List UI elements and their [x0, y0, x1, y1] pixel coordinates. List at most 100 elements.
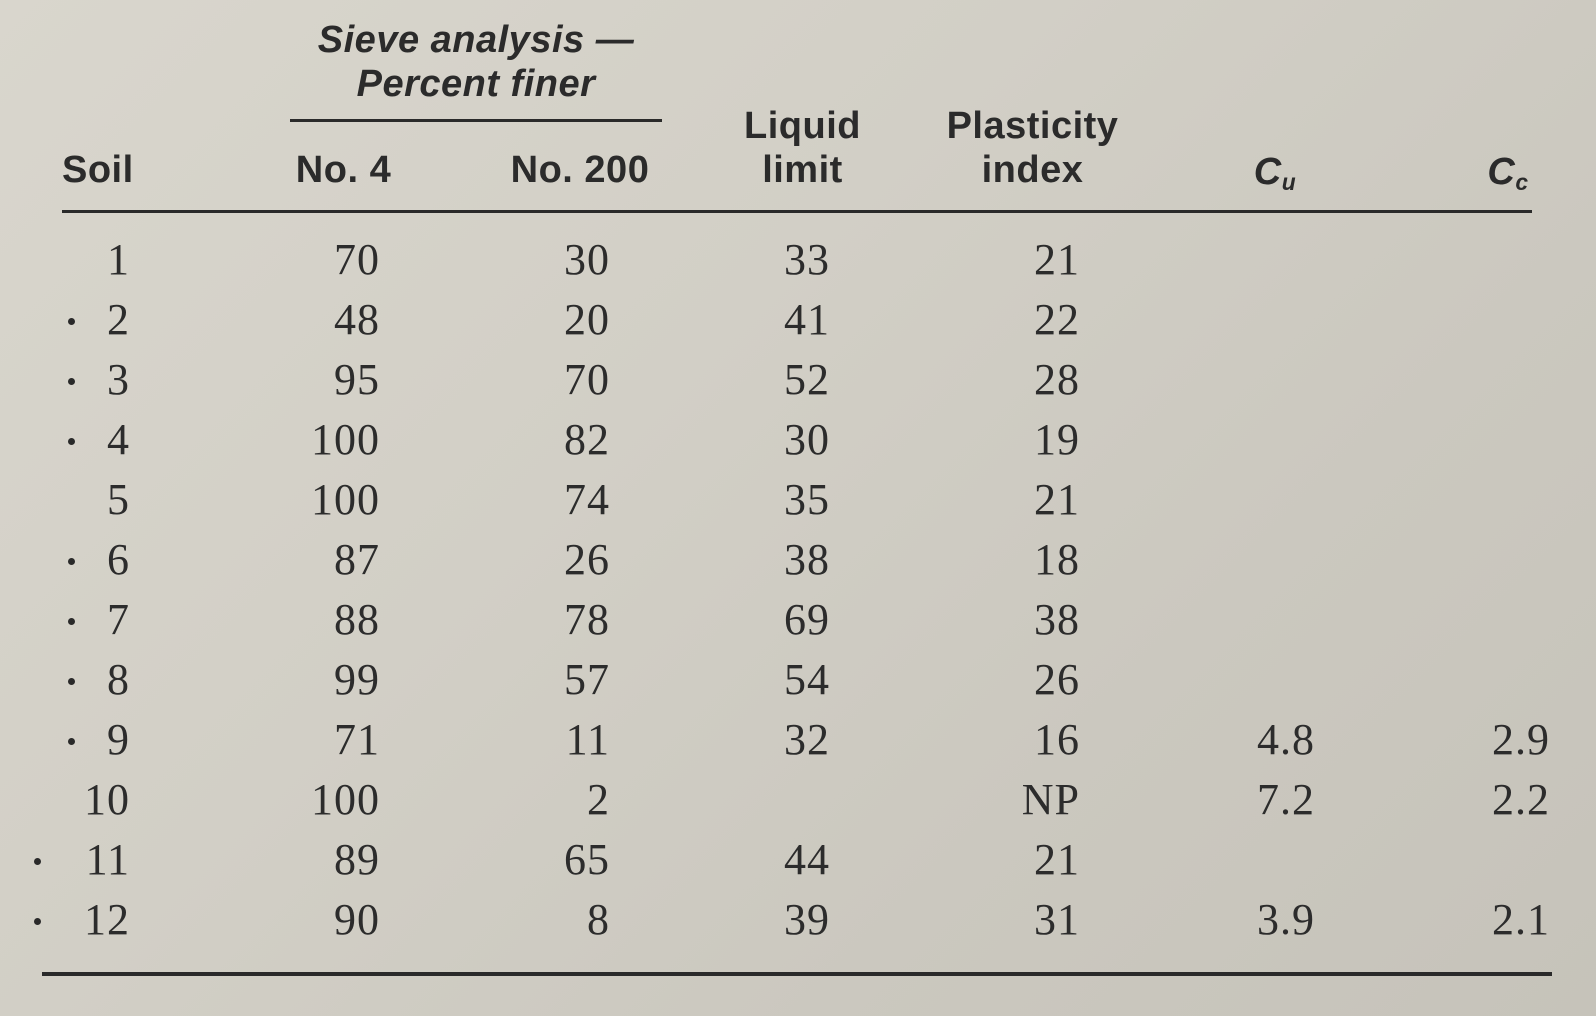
sieve-analysis-group-header: Sieve analysis — Percent finer — [290, 18, 662, 106]
plasticity-index-cell: 19 — [1034, 415, 1080, 464]
uniformity-coefficient-cell: 7.2 — [1257, 775, 1315, 824]
plasticity-index-cell: 21 — [1034, 835, 1080, 884]
plasticity-index-cell: 16 — [1034, 715, 1080, 764]
percent-finer-no200-cell: 8 — [587, 895, 610, 944]
column-header-no200: No. 200 — [510, 149, 650, 191]
percent-finer-no200-cell: 30 — [564, 235, 610, 284]
soil-number-cell: 2 — [107, 295, 130, 344]
soil-number-cell: 9 — [107, 715, 130, 764]
percent-finer-no200-cell: 78 — [564, 595, 610, 644]
plasticity-index-cell: 38 — [1034, 595, 1080, 644]
table-bottom-rule — [42, 972, 1552, 976]
plasticity-index-cell: 22 — [1034, 295, 1080, 344]
percent-finer-no200-cell: 82 — [564, 415, 610, 464]
percent-finer-no4-cell: 70 — [334, 235, 380, 284]
percent-finer-no200-cell: 57 — [564, 655, 610, 704]
percent-finer-no200-cell: 2 — [587, 775, 610, 824]
group-header-underline — [290, 119, 662, 122]
liquid-limit-cell — [760, 770, 830, 830]
uniformity-coefficient-cell — [1240, 290, 1315, 350]
handwritten-dot-mark — [34, 858, 41, 865]
plasticity-index-cell: 28 — [1034, 355, 1080, 404]
percent-finer-no4-cell: 48 — [334, 295, 380, 344]
percent-finer-no4-cell: 88 — [334, 595, 380, 644]
column-header-plasticity-index: Plasticity index — [930, 104, 1135, 192]
soil-number-cell: 4 — [107, 415, 130, 464]
plasticity-index-line1: Plasticity — [946, 105, 1119, 147]
percent-finer-no4-cell: 99 — [334, 655, 380, 704]
sieve-analysis-title: Sieve analysis — — [317, 19, 635, 61]
soil-number-cell: 5 — [107, 475, 130, 524]
handwritten-dot-mark — [68, 438, 75, 445]
uniformity-coefficient-cell — [1240, 410, 1315, 470]
percent-finer-no200-cell: 20 — [564, 295, 610, 344]
curvature-coefficient-cell — [1470, 590, 1550, 650]
uniformity-coefficient-cell — [1240, 830, 1315, 890]
percent-finer-no4-cell: 90 — [334, 895, 380, 944]
plasticity-index-cell: 31 — [1034, 895, 1080, 944]
uniformity-coefficient-cell: 4.8 — [1257, 715, 1315, 764]
handwritten-dot-mark — [68, 318, 75, 325]
cu-main: C — [1253, 151, 1282, 193]
liquid-limit-line2: limit — [762, 149, 843, 191]
soil-number-cell: 6 — [107, 535, 130, 584]
uniformity-coefficient-cell — [1240, 590, 1315, 650]
percent-finer-no4-cell: 71 — [334, 715, 380, 764]
percent-finer-no4-cell: 100 — [311, 415, 380, 464]
percent-finer-no4-cell: 89 — [334, 835, 380, 884]
curvature-coefficient-cell: 2.2 — [1492, 775, 1550, 824]
column-header-no4: No. 4 — [295, 149, 392, 191]
plasticity-index-line2: index — [981, 149, 1084, 191]
plasticity-index-cell: NP — [1021, 775, 1080, 824]
soil-number-cell: 7 — [107, 595, 130, 644]
cc-subscript: c — [1515, 169, 1529, 195]
cc-main: C — [1487, 151, 1516, 193]
percent-finer-no4-cell: 95 — [334, 355, 380, 404]
curvature-coefficient-cell: 2.9 — [1492, 715, 1550, 764]
curvature-coefficient-cell — [1470, 290, 1550, 350]
liquid-limit-cell: 38 — [784, 535, 830, 584]
header-bottom-rule — [62, 210, 1532, 213]
liquid-limit-cell: 30 — [784, 415, 830, 464]
curvature-coefficient-cell — [1470, 410, 1550, 470]
column-header-soil: Soil — [62, 149, 134, 191]
curvature-coefficient-cell — [1470, 350, 1550, 410]
percent-finer-no200-cell: 65 — [564, 835, 610, 884]
percent-finer-subtitle: Percent finer — [356, 63, 596, 105]
percent-finer-no200-cell: 26 — [564, 535, 610, 584]
curvature-coefficient-cell — [1470, 830, 1550, 890]
percent-finer-no200-cell: 11 — [565, 715, 610, 764]
soil-number-cell: 10 — [84, 775, 130, 824]
handwritten-dot-mark — [68, 378, 75, 385]
liquid-limit-cell: 54 — [784, 655, 830, 704]
liquid-limit-cell: 44 — [784, 835, 830, 884]
uniformity-coefficient-cell — [1240, 650, 1315, 710]
soil-number-cell: 1 — [107, 235, 130, 284]
percent-finer-no4-cell: 100 — [311, 775, 380, 824]
soil-number-cell: 11 — [85, 835, 130, 884]
plasticity-index-cell: 18 — [1034, 535, 1080, 584]
handwritten-dot-mark — [68, 618, 75, 625]
handwritten-dot-mark — [68, 678, 75, 685]
plasticity-index-cell: 21 — [1034, 235, 1080, 284]
uniformity-coefficient-cell: 3.9 — [1257, 895, 1315, 944]
handwritten-dot-mark — [68, 738, 75, 745]
liquid-limit-line1: Liquid — [744, 105, 861, 147]
liquid-limit-cell: 35 — [784, 475, 830, 524]
soil-number-cell: 8 — [107, 655, 130, 704]
curvature-coefficient-cell — [1470, 230, 1550, 290]
column-header-liquid-limit: Liquid limit — [730, 104, 875, 192]
soil-number-cell: 12 — [84, 895, 130, 944]
plasticity-index-cell: 26 — [1034, 655, 1080, 704]
liquid-limit-cell: 52 — [784, 355, 830, 404]
percent-finer-no200-cell: 70 — [564, 355, 610, 404]
uniformity-coefficient-cell — [1240, 230, 1315, 290]
liquid-limit-cell: 39 — [784, 895, 830, 944]
plasticity-index-cell: 21 — [1034, 475, 1080, 524]
curvature-coefficient-cell: 2.1 — [1492, 895, 1550, 944]
column-header-cc: Cc — [1478, 150, 1538, 204]
uniformity-coefficient-cell — [1240, 530, 1315, 590]
column-header-cu: Cu — [1245, 150, 1305, 204]
handwritten-dot-mark — [34, 918, 41, 925]
